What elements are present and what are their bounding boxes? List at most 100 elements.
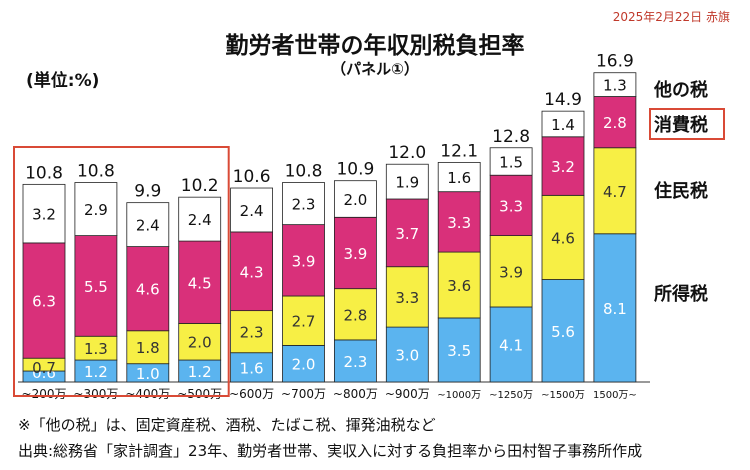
unit-label: (単位:%) (26, 71, 100, 91)
category-label: ~1250万 (489, 390, 533, 401)
bar-segment (230, 231, 274, 312)
bar-total-label: 10.9 (336, 160, 374, 180)
segment-value-label: 1.3 (603, 77, 627, 95)
segment-value-label: 3.7 (395, 225, 419, 243)
category-label: ~400万 (125, 387, 170, 401)
bar-total-label: 10.2 (181, 176, 219, 196)
bar-total-label: 10.6 (233, 167, 271, 187)
segment-value-label: 3.9 (499, 263, 523, 281)
segment-value-label: 3.2 (551, 158, 575, 176)
category-label: ~500万 (177, 387, 222, 401)
segment-value-label: 5.5 (84, 278, 108, 296)
segment-value-label: 4.6 (551, 229, 575, 247)
chart-title: 勤労者世帯の年収別税負担率 (225, 33, 525, 59)
segment-value-label: 2.0 (188, 334, 212, 352)
segment-value-label: 3.3 (395, 289, 419, 307)
bar-segment (593, 147, 637, 235)
bar-segment (282, 182, 325, 226)
bar-segment (437, 251, 481, 319)
segment-value-label: 5.6 (551, 323, 575, 341)
footnote-source: 出典:総務省「家計調査」23年、勤労者世帯、実収入に対する負担率から田村智子事務… (18, 442, 643, 460)
segment-value-label: 3.6 (447, 277, 471, 295)
bar-segment (385, 326, 429, 383)
category-label: ~900万 (385, 387, 430, 401)
segment-value-label: 1.8 (136, 339, 160, 357)
segment-value-label: 8.1 (603, 300, 627, 318)
segment-value-label: 6.3 (32, 293, 56, 311)
bar-segment (489, 306, 533, 383)
legend-label: 所得税 (654, 283, 708, 305)
category-label: ~300万 (73, 387, 118, 401)
legend-label: 住民税 (654, 180, 708, 202)
segment-value-label: 2.7 (292, 313, 316, 331)
segment-value-label: 4.7 (603, 183, 627, 201)
category-label: ~1500万 (541, 390, 585, 401)
segment-value-label: 4.1 (499, 336, 523, 354)
category-label: ~800万 (333, 387, 378, 401)
bar-total-label: 16.9 (596, 52, 634, 72)
segment-value-label: 1.2 (84, 363, 108, 381)
bar-segment (541, 279, 585, 383)
bar-total-label: 10.8 (285, 162, 323, 182)
category-label: ~200万 (22, 387, 67, 401)
segment-value-label: 0.7 (32, 359, 56, 377)
bar-segment (333, 339, 377, 383)
segment-value-label: 1.0 (136, 365, 160, 383)
segment-value-label: 2.9 (84, 201, 108, 219)
chart-subtitle: （パネル①） (331, 60, 419, 78)
segment-value-label: 1.2 (188, 363, 212, 381)
segment-value-label: 3.2 (32, 206, 56, 224)
bar-segment (333, 216, 377, 290)
segment-value-label: 2.3 (292, 196, 316, 214)
bar-segment (74, 182, 118, 236)
publication-date: 2025年2月22日 赤旗 (612, 10, 730, 24)
bar-segment (541, 194, 585, 280)
bar-segment (333, 180, 377, 218)
bar-segment (126, 330, 170, 365)
bar-segment (385, 163, 429, 200)
bar-segment (22, 242, 66, 359)
segment-value-label: 1.5 (499, 153, 523, 171)
segment-value-label: 1.4 (551, 116, 575, 134)
bar-segment (437, 317, 481, 383)
bar-segment (385, 266, 429, 328)
segment-value-label: 3.3 (499, 197, 523, 215)
bar-segment (126, 202, 170, 247)
segment-value-label: 3.5 (447, 342, 471, 360)
bar-total-label: 12.0 (388, 143, 426, 163)
segment-value-label: 2.0 (292, 356, 316, 374)
segment-value-label: 2.3 (343, 353, 367, 371)
bar-segment (282, 295, 325, 346)
category-label: 1500万~ (593, 390, 637, 401)
segment-value-label: 3.9 (343, 245, 367, 263)
category-label: ~1000万 (437, 390, 481, 401)
bar-segment (126, 246, 170, 332)
category-label: ~600万 (229, 387, 274, 401)
segment-value-label: 4.3 (240, 263, 264, 281)
low-income-highlight-box (13, 146, 230, 397)
bar-total-label: 12.1 (440, 141, 478, 161)
segment-value-label: 4.5 (188, 274, 212, 292)
bar-segment (178, 240, 222, 324)
segment-value-label: 1.6 (240, 359, 264, 377)
bar-segment (385, 198, 429, 268)
segment-value-label: 1.3 (84, 340, 108, 358)
bar-segment (74, 235, 118, 337)
segment-value-label: 2.8 (343, 306, 367, 324)
bar-total-label: 12.8 (492, 127, 530, 147)
bar-segment (22, 183, 66, 244)
bar-segment (437, 161, 481, 193)
bar-total-label: 10.8 (25, 163, 63, 183)
segment-value-label: 3.9 (292, 252, 316, 270)
bar-segment (489, 235, 533, 308)
segment-value-label: 2.8 (603, 114, 627, 132)
bar-segment (230, 310, 274, 354)
bar-segment (541, 136, 585, 196)
bar-segment (178, 323, 222, 361)
legend-label: 他の税 (653, 79, 708, 101)
bar-total-label: 10.8 (77, 162, 115, 182)
segment-value-label: 1.9 (395, 174, 419, 192)
segment-value-label: 2.3 (240, 324, 264, 342)
segment-value-label: 2.4 (240, 202, 264, 220)
segment-value-label: 2.4 (136, 217, 160, 235)
